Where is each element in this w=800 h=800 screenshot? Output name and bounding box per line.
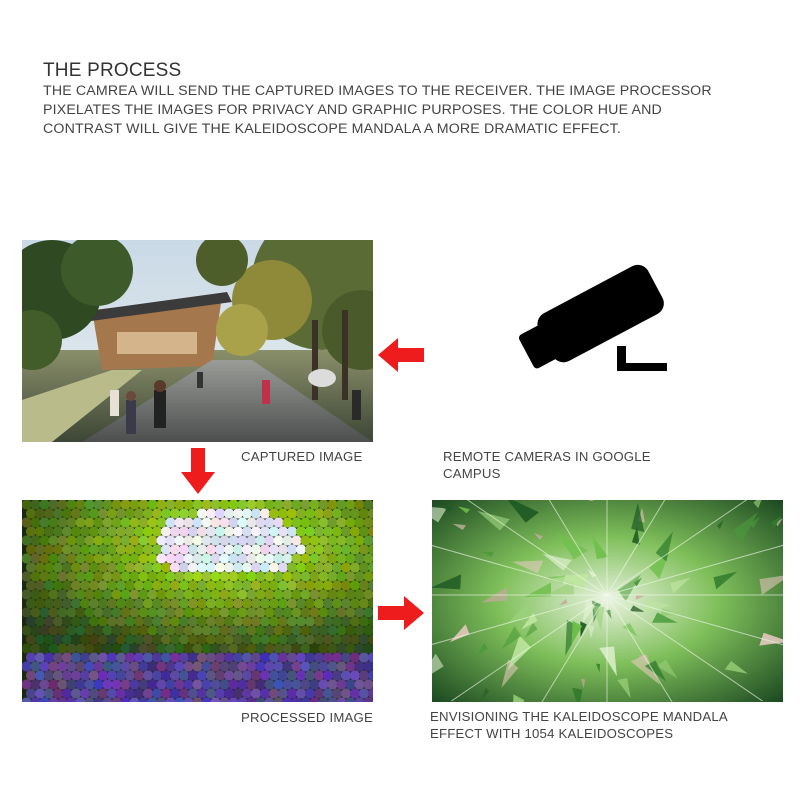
camera-image xyxy=(505,250,675,400)
process-description: THE CAMREA WILL SEND THE CAPTURED IMAGES… xyxy=(43,83,712,137)
security-camera-icon xyxy=(518,264,667,371)
arrow-left-icon xyxy=(378,338,426,377)
arrow-right-icon xyxy=(378,596,426,635)
caption-camera-line1: REMOTE CAMERAS IN GOOGLE xyxy=(443,449,651,464)
processed-image xyxy=(22,500,373,702)
caption-processed-image: PROCESSED IMAGE xyxy=(241,710,373,725)
arrow-down-icon xyxy=(181,448,215,499)
kaleidoscope-image xyxy=(432,500,783,702)
caption-kaleidoscope-line2: EFFECT WITH 1054 KALEIDOSCOPES xyxy=(430,726,674,741)
caption-camera-line2: CAMPUS xyxy=(443,466,501,481)
page-title: THE PROCESS xyxy=(43,60,182,81)
caption-captured-image: CAPTURED IMAGE xyxy=(241,449,363,464)
captured-image xyxy=(22,240,373,442)
caption-kaleidoscope-line1: ENVISIONING THE KALEIDOSCOPE MANDALA xyxy=(430,709,728,724)
